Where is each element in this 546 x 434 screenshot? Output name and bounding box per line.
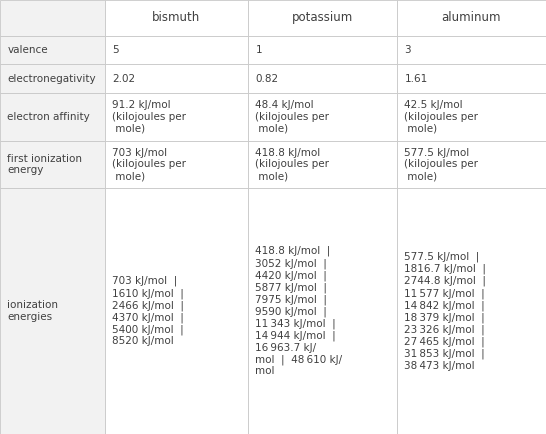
Text: valence: valence — [7, 45, 48, 55]
Text: 418.8 kJ/mol  |
3052 kJ/mol  |
4420 kJ/mol  |
5877 kJ/mol  |
7975 kJ/mol  |
9590: 418.8 kJ/mol | 3052 kJ/mol | 4420 kJ/mol… — [256, 246, 342, 376]
Text: ionization
energies: ionization energies — [7, 300, 58, 322]
Bar — [0, 93, 105, 141]
Text: 703 kJ/mol
(kilojoules per
 mole): 703 kJ/mol (kilojoules per mole) — [112, 148, 186, 181]
Bar — [0, 188, 105, 434]
Text: 0.82: 0.82 — [256, 73, 278, 84]
Bar — [397, 141, 546, 188]
Bar — [397, 64, 546, 93]
Text: 703 kJ/mol  |
1610 kJ/mol  |
2466 kJ/mol  |
4370 kJ/mol  |
5400 kJ/mol  |
8520 k: 703 kJ/mol | 1610 kJ/mol | 2466 kJ/mol |… — [112, 276, 184, 346]
Bar — [105, 141, 248, 188]
Text: electronegativity: electronegativity — [7, 73, 96, 84]
Text: potassium: potassium — [292, 11, 353, 24]
Text: 48.4 kJ/mol
(kilojoules per
 mole): 48.4 kJ/mol (kilojoules per mole) — [256, 100, 329, 133]
Bar — [105, 36, 248, 64]
Text: 1: 1 — [256, 45, 262, 55]
Text: 418.8 kJ/mol
(kilojoules per
 mole): 418.8 kJ/mol (kilojoules per mole) — [256, 148, 329, 181]
Text: first ionization
energy: first ionization energy — [7, 154, 82, 175]
Bar — [248, 93, 397, 141]
Bar — [0, 141, 105, 188]
Bar — [397, 0, 546, 36]
Bar — [0, 64, 105, 93]
Text: 3: 3 — [405, 45, 411, 55]
Text: electron affinity: electron affinity — [7, 112, 90, 122]
Bar — [248, 0, 397, 36]
Bar — [248, 36, 397, 64]
Bar — [397, 93, 546, 141]
Bar — [248, 64, 397, 93]
Bar — [397, 36, 546, 64]
Bar — [397, 188, 546, 434]
Bar — [105, 188, 248, 434]
Text: 42.5 kJ/mol
(kilojoules per
 mole): 42.5 kJ/mol (kilojoules per mole) — [405, 100, 478, 133]
Text: aluminum: aluminum — [442, 11, 501, 24]
Text: 5: 5 — [112, 45, 118, 55]
Text: bismuth: bismuth — [152, 11, 200, 24]
Bar — [105, 93, 248, 141]
Bar — [248, 188, 397, 434]
Bar — [248, 141, 397, 188]
Text: 577.5 kJ/mol  |
1816.7 kJ/mol  |
2744.8 kJ/mol  |
11 577 kJ/mol  |
14 842 kJ/mol: 577.5 kJ/mol | 1816.7 kJ/mol | 2744.8 kJ… — [405, 252, 486, 371]
Text: 1.61: 1.61 — [405, 73, 428, 84]
Text: 577.5 kJ/mol
(kilojoules per
 mole): 577.5 kJ/mol (kilojoules per mole) — [405, 148, 478, 181]
Bar — [105, 0, 248, 36]
Bar — [105, 64, 248, 93]
Text: 91.2 kJ/mol
(kilojoules per
 mole): 91.2 kJ/mol (kilojoules per mole) — [112, 100, 186, 133]
Bar — [0, 36, 105, 64]
Bar — [0, 0, 105, 36]
Text: 2.02: 2.02 — [112, 73, 135, 84]
